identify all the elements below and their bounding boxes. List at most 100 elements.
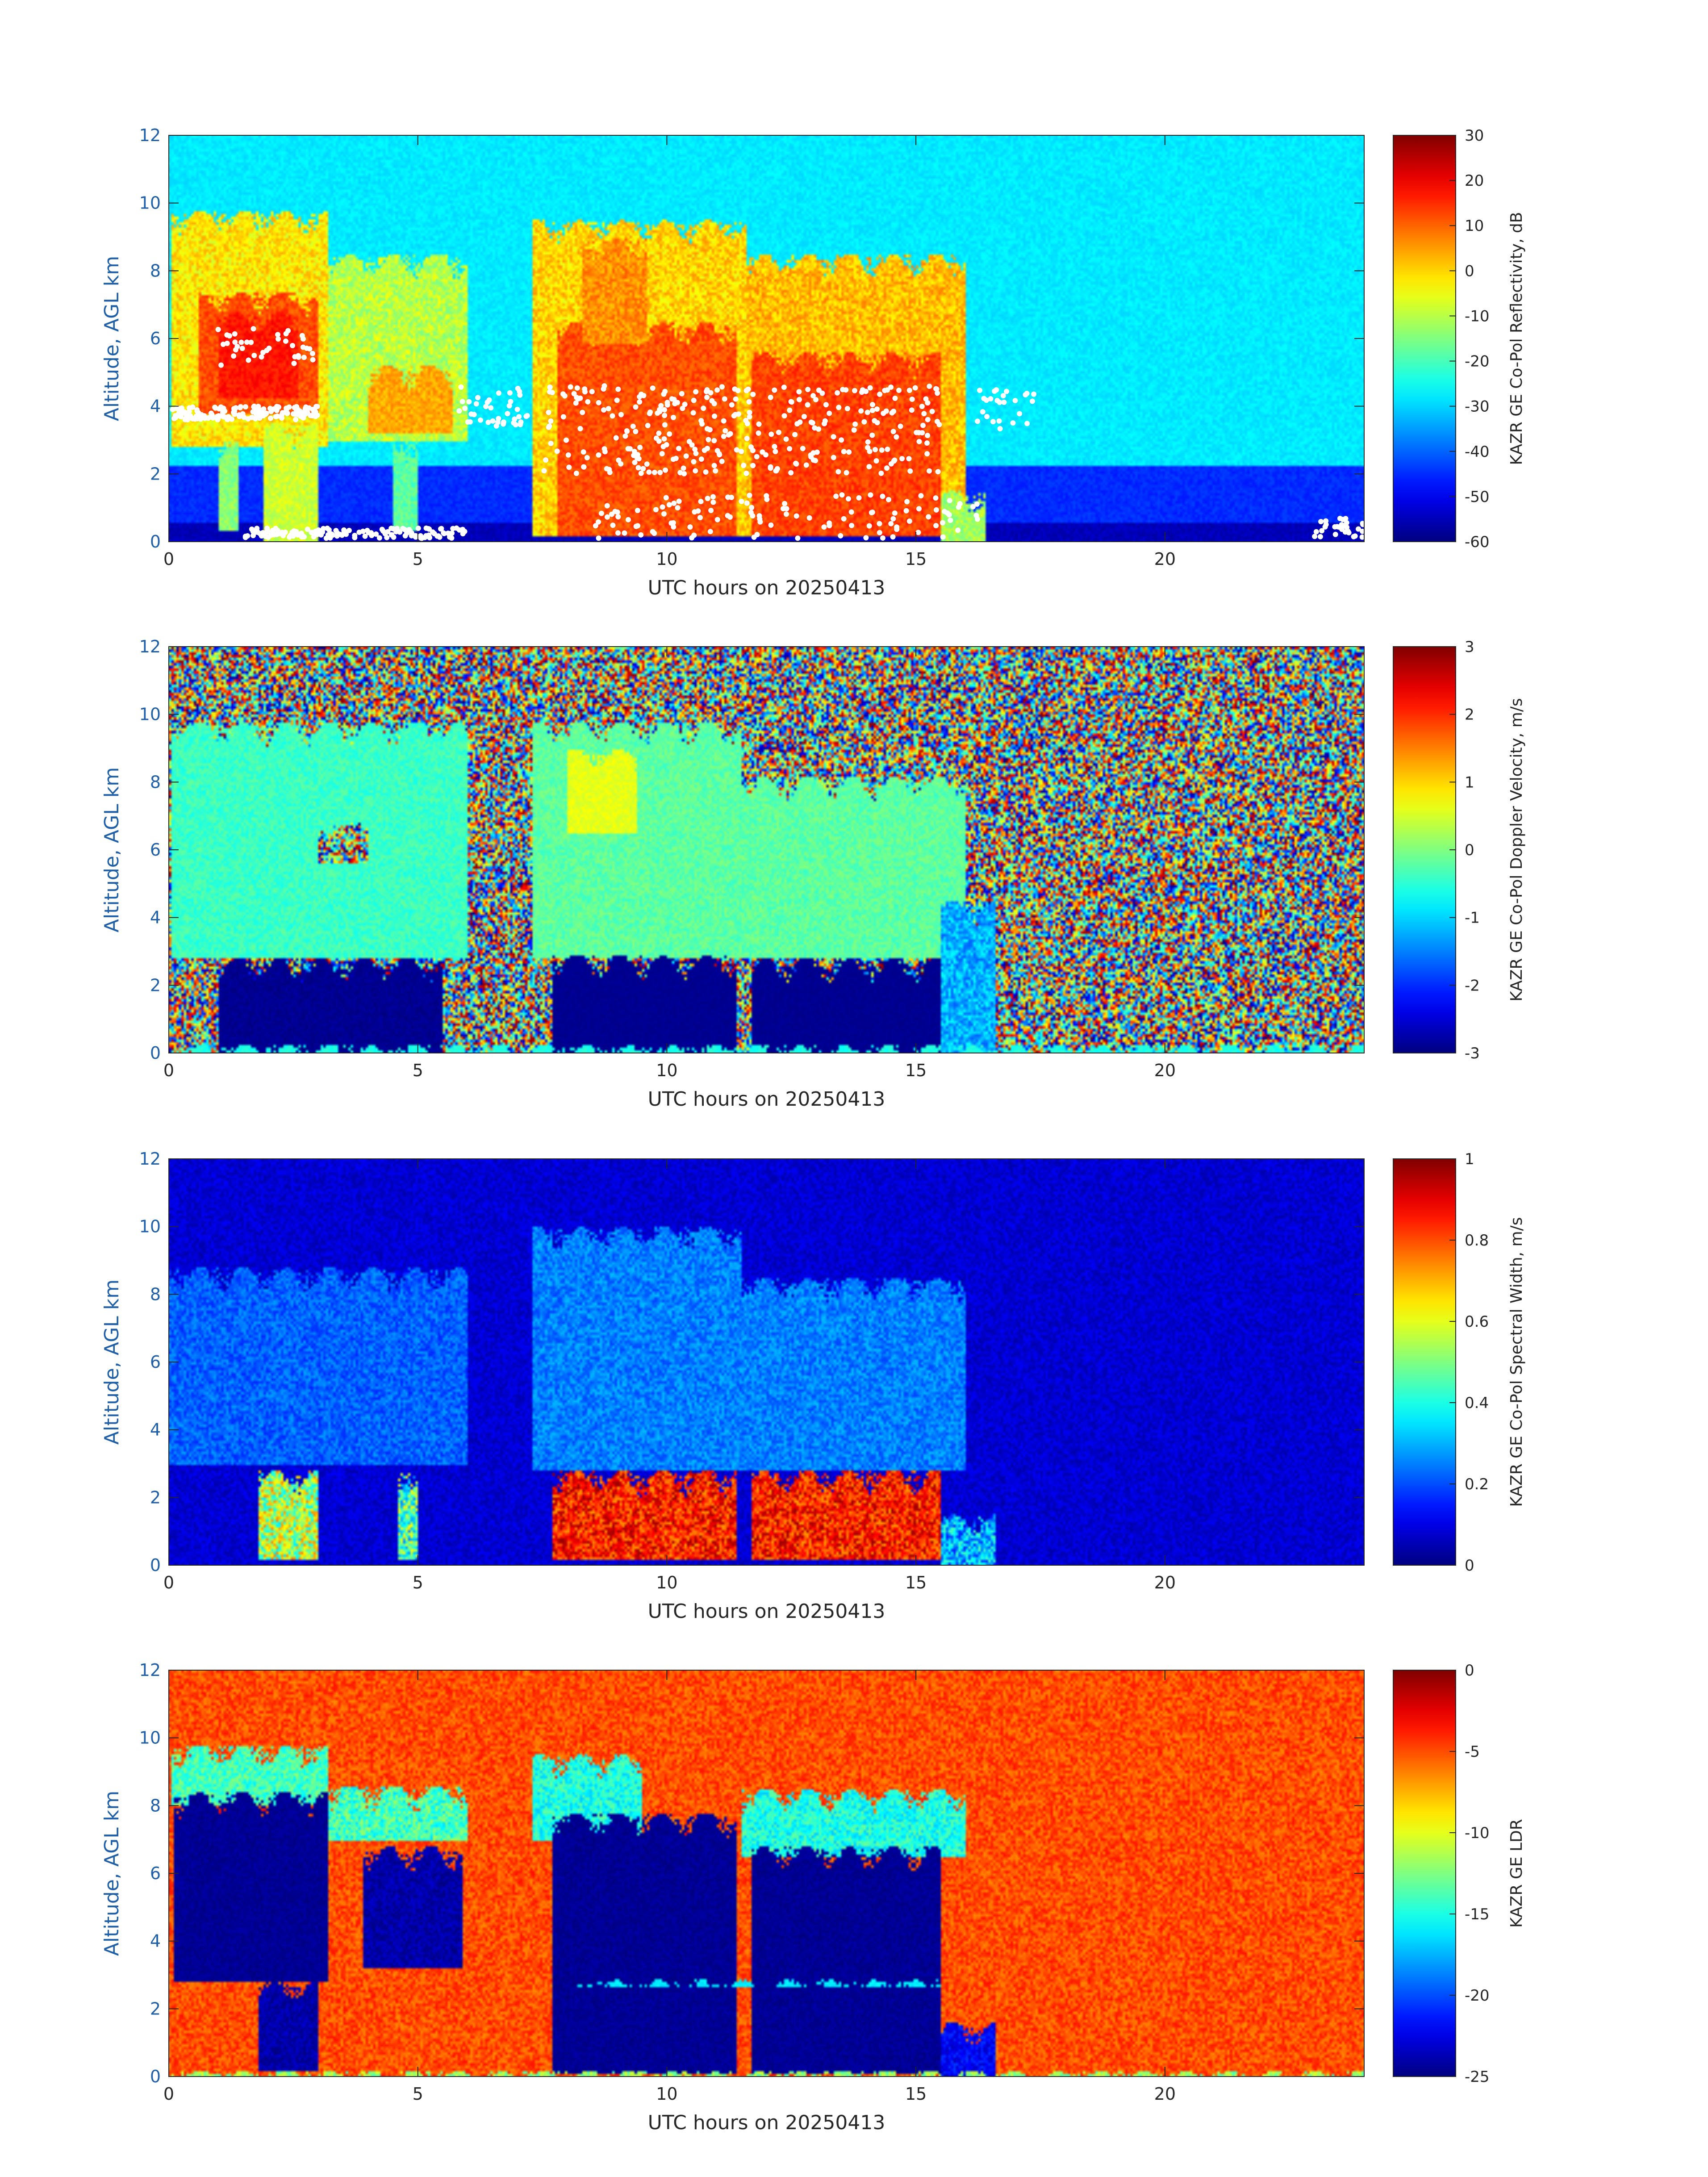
detection-dot	[667, 431, 672, 437]
detection-dot	[568, 384, 573, 390]
detection-dot	[666, 502, 672, 508]
detection-dot	[430, 529, 435, 535]
detection-dot	[174, 405, 180, 411]
colorbar-tick-label: 0.2	[1465, 1475, 1489, 1493]
detection-dot	[280, 533, 286, 539]
detection-dot	[814, 449, 820, 455]
detection-dot	[835, 390, 840, 396]
x-tick-label: 0	[163, 549, 174, 569]
detection-dot	[276, 336, 281, 342]
x-tick-label: 20	[1154, 1061, 1176, 1080]
detection-dot	[935, 469, 941, 475]
detection-dot	[710, 499, 716, 505]
detection-dot	[866, 464, 872, 469]
detection-dot	[719, 384, 725, 390]
detection-dot	[1012, 398, 1018, 404]
detection-dot	[773, 449, 778, 455]
detection-dot	[238, 404, 243, 409]
detection-dot	[940, 520, 945, 526]
detection-dot	[894, 434, 899, 440]
detection-dot	[909, 396, 915, 402]
detection-dot	[933, 523, 939, 529]
detection-dot	[218, 362, 224, 368]
detection-dot	[892, 395, 898, 401]
detection-dot	[919, 430, 925, 436]
detection-dot	[423, 525, 429, 531]
detection-dot	[501, 421, 506, 427]
colorbar: -60 -50 -40 -30 -20 -10 0 10 20 30 KAZR GE Co-Pol …	[1393, 127, 1526, 551]
detection-dot	[816, 387, 822, 393]
detection-dot	[299, 532, 305, 538]
detection-dot	[739, 498, 744, 504]
detection-dot	[722, 396, 727, 402]
detection-dot	[877, 530, 882, 535]
detection-dot	[1024, 421, 1030, 426]
detection-dot	[646, 469, 652, 475]
detection-dot	[947, 497, 952, 503]
detection-dot	[756, 513, 762, 519]
detection-dot	[300, 336, 306, 342]
detection-dot	[614, 397, 620, 403]
detection-dot	[373, 531, 379, 537]
detection-dot	[750, 392, 756, 397]
detection-dot	[789, 399, 794, 405]
detection-dot	[1359, 534, 1365, 540]
detection-dot	[382, 531, 388, 536]
detection-dot	[454, 525, 459, 531]
y-tick-label: 2	[150, 464, 161, 484]
y-tick-label: 0	[150, 1043, 161, 1063]
detection-dot	[244, 339, 250, 345]
detection-dot	[663, 467, 668, 473]
detection-dot	[933, 507, 939, 513]
detection-dot	[1004, 389, 1010, 394]
x-tick-label: 5	[413, 1573, 423, 1592]
y-tick-label: 10	[139, 193, 161, 213]
detection-dot	[260, 350, 266, 355]
detection-dot	[880, 493, 885, 499]
detection-dot	[812, 458, 818, 464]
detection-dot	[490, 418, 496, 424]
detection-dot	[745, 386, 751, 392]
colorbar-gradient	[1393, 646, 1456, 1053]
detection-dot	[772, 443, 777, 449]
detection-dot	[781, 413, 787, 419]
detection-dot	[708, 390, 714, 396]
detection-dot	[984, 414, 990, 419]
colorbar-tick-label: -1	[1465, 909, 1480, 927]
detection-dot	[784, 506, 789, 512]
colorbar-label: KAZR GE Co-Pol Doppler Velocity, m/s	[1508, 698, 1526, 1001]
detection-dot	[564, 437, 569, 443]
colorbar-tick-label: 30	[1465, 127, 1484, 145]
detection-dot	[888, 384, 894, 390]
detection-dot	[560, 414, 566, 420]
detection-dot	[708, 508, 714, 514]
detection-dot	[822, 418, 828, 424]
x-axis-label: UTC hours on 20250413	[648, 2111, 885, 2134]
detection-dot	[356, 529, 362, 535]
detection-dot	[906, 388, 912, 393]
detection-dot	[1352, 533, 1358, 539]
detection-dot	[774, 466, 780, 472]
detection-dot	[888, 521, 894, 526]
detection-dot	[687, 524, 693, 530]
colorbar: -25 -20 -15 -10 -5 0 KAZR GE LDR	[1393, 1662, 1526, 2086]
detection-dot	[352, 535, 358, 540]
detection-dot	[827, 410, 832, 416]
detection-dot	[624, 428, 630, 434]
detection-dot	[653, 435, 659, 441]
detection-dot	[242, 404, 248, 409]
y-tick-label: 4	[150, 397, 161, 416]
detection-dot	[744, 500, 750, 506]
detection-dot	[1317, 534, 1323, 539]
detection-dot	[170, 406, 175, 412]
detection-dot	[321, 526, 326, 531]
detection-dot	[251, 352, 257, 358]
detection-dot	[675, 505, 681, 511]
x-tick-label: 15	[905, 2084, 927, 2104]
detection-dot	[259, 354, 264, 360]
detection-dot	[560, 391, 566, 397]
detection-dot	[896, 388, 902, 393]
colorbar: 0 0.2 0.4 0.6 0.8 1 KAZR GE Co-Pol Spectral Wi…	[1393, 1150, 1526, 1575]
detection-dot	[682, 401, 688, 407]
detection-dot	[909, 407, 915, 413]
